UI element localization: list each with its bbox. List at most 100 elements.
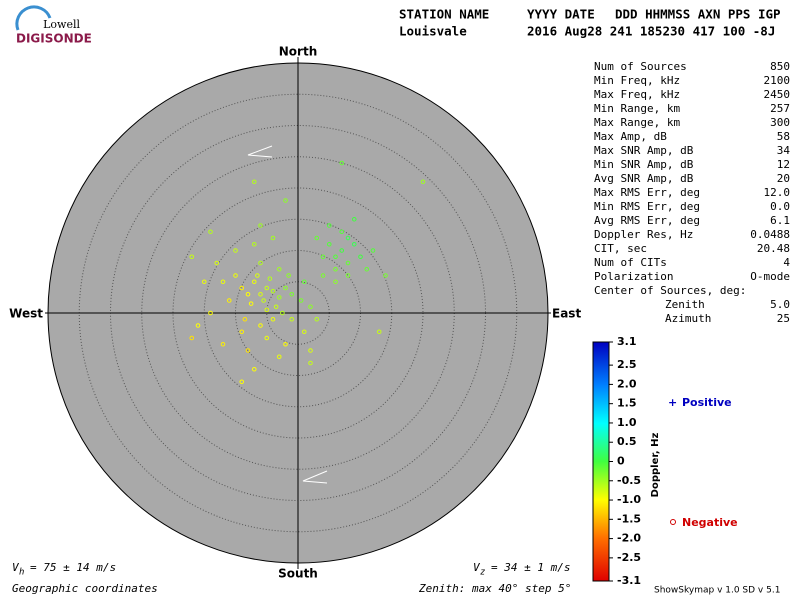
compass-east: East <box>552 307 581 321</box>
source <box>220 341 226 347</box>
stat-value: 4 <box>783 256 790 269</box>
vh-sub: h <box>19 568 24 578</box>
skymap-plot <box>45 57 551 569</box>
source <box>258 260 263 266</box>
source <box>333 254 338 260</box>
source <box>264 335 270 341</box>
stat-label: Min Range, km <box>594 102 680 115</box>
source <box>276 354 282 360</box>
compass-west: West <box>9 307 43 321</box>
vz-symbol: V <box>473 561 481 574</box>
source <box>301 329 307 335</box>
source <box>245 291 251 297</box>
source <box>189 335 195 341</box>
stat-label: Min SNR Amp, dB <box>594 158 694 171</box>
center-label: Azimuth <box>665 312 711 325</box>
source <box>351 241 357 247</box>
source <box>242 316 248 322</box>
source <box>233 273 238 278</box>
source <box>345 260 351 266</box>
stat-value: 2450 <box>764 88 791 101</box>
source <box>226 298 232 303</box>
source <box>298 298 304 303</box>
source <box>333 279 338 285</box>
stat-label: Min RMS Err, deg <box>594 200 700 213</box>
source <box>339 160 345 166</box>
source <box>251 241 257 247</box>
stat-value: 20 <box>777 172 790 185</box>
stats-panel: Num of Sources 850 Min Freq, kHz 2100 Max Fr… <box>594 60 790 587</box>
stat-label: Min Freq, kHz <box>594 74 680 87</box>
colorbar-tick-label: 0 <box>617 455 625 468</box>
source <box>189 254 195 260</box>
source <box>333 266 338 272</box>
source <box>214 260 220 266</box>
stat-label: Polarization <box>594 270 673 283</box>
source <box>261 298 266 303</box>
colorbar-tick-label: 3.1 <box>617 335 637 348</box>
logo-top: Lowell <box>43 18 80 31</box>
source <box>283 198 288 203</box>
source <box>326 223 332 228</box>
header-value: 2016 Aug28 241 185230 417 100 -8J <box>527 24 775 39</box>
source <box>308 348 313 353</box>
colorbar-label: Doppler, Hz <box>650 433 661 498</box>
source <box>270 316 276 322</box>
center-value: 25 <box>777 312 790 325</box>
logo-bottom: DIGISONDE <box>16 32 92 46</box>
stat-value: 58 <box>777 130 790 143</box>
source <box>270 235 276 241</box>
source <box>251 366 257 372</box>
source <box>370 248 376 253</box>
stat-value: 850 <box>770 60 790 73</box>
source <box>289 316 295 322</box>
source <box>251 279 257 285</box>
source <box>364 266 370 272</box>
source <box>264 285 270 291</box>
source <box>286 273 291 278</box>
center-title: Center of Sources, deg: <box>594 284 746 297</box>
source <box>255 273 260 278</box>
source <box>195 323 201 328</box>
source <box>289 291 295 297</box>
colorbar-tick-label: 0.5 <box>617 435 637 448</box>
legend-negative: Negative <box>682 516 738 529</box>
source <box>267 276 273 281</box>
source <box>248 301 254 306</box>
source <box>239 285 245 291</box>
source <box>320 273 326 278</box>
source <box>251 179 257 185</box>
source <box>258 323 263 328</box>
header-label: YYYY DATE <box>527 7 595 22</box>
center-value: 5.0 <box>770 298 790 311</box>
chevron <box>247 145 273 158</box>
stat-label: Max Freq, kHz <box>594 88 680 101</box>
stat-value: 0.0 <box>770 200 790 213</box>
source <box>420 179 426 185</box>
colorbar-tick-label: -2.5 <box>617 551 641 564</box>
source <box>276 266 282 272</box>
source <box>220 279 226 285</box>
source <box>233 248 238 253</box>
stat-label: CIT, sec <box>594 242 647 255</box>
colorbar-tick-label: -1.0 <box>617 493 641 506</box>
coords-note: Geographic coordinates <box>12 582 158 595</box>
stat-label: Num of Sources <box>594 60 687 73</box>
source <box>320 254 326 260</box>
stat-value: 12.0 <box>764 186 791 199</box>
vh-text: = 75 ± 14 m/s <box>30 561 116 574</box>
stat-value: 20.48 <box>757 242 790 255</box>
source <box>383 273 388 278</box>
legend-positive: Positive <box>682 396 732 409</box>
stat-label: Max Range, km <box>594 116 680 129</box>
source <box>339 248 345 253</box>
source <box>358 254 363 260</box>
positive-marker: + <box>668 396 677 409</box>
version: ShowSkymap v 1.0 SD v 5.1 <box>654 586 780 596</box>
source <box>308 304 313 310</box>
center-label: Zenith <box>665 298 705 311</box>
zenith-note: Zenith: max 40° step 5° <box>418 582 571 595</box>
vz-text: = 34 ± 1 m/s <box>491 561 570 574</box>
source <box>283 341 288 347</box>
